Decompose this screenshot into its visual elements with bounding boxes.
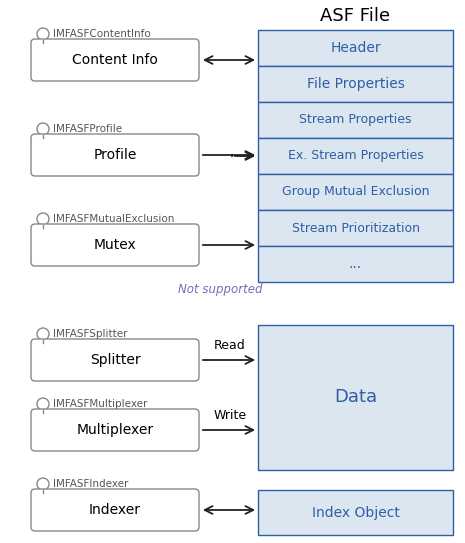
FancyBboxPatch shape	[31, 409, 199, 451]
FancyBboxPatch shape	[31, 134, 199, 176]
Text: Ex. Stream Properties: Ex. Stream Properties	[288, 149, 423, 162]
FancyBboxPatch shape	[258, 174, 453, 210]
FancyBboxPatch shape	[258, 102, 453, 138]
Text: IMFASFMultiplexer: IMFASFMultiplexer	[53, 399, 147, 409]
Text: Not supported: Not supported	[178, 283, 262, 296]
Text: IMFASFMutualExclusion: IMFASFMutualExclusion	[53, 214, 174, 224]
Text: IMFASFSplitter: IMFASFSplitter	[53, 329, 127, 339]
FancyBboxPatch shape	[31, 224, 199, 266]
Text: Stream Properties: Stream Properties	[299, 113, 412, 127]
FancyBboxPatch shape	[258, 210, 453, 246]
FancyBboxPatch shape	[258, 490, 453, 535]
FancyBboxPatch shape	[31, 339, 199, 381]
Text: Content Info: Content Info	[72, 53, 158, 67]
Text: Splitter: Splitter	[90, 353, 140, 367]
FancyBboxPatch shape	[31, 489, 199, 531]
Text: ...: ...	[349, 257, 362, 271]
Text: IMFASFIndexer: IMFASFIndexer	[53, 479, 128, 489]
FancyBboxPatch shape	[258, 30, 453, 66]
Text: Write: Write	[213, 409, 246, 422]
Text: IMFASFContentInfo: IMFASFContentInfo	[53, 29, 151, 39]
Text: Data: Data	[334, 388, 377, 407]
FancyBboxPatch shape	[31, 39, 199, 81]
Text: Group Mutual Exclusion: Group Mutual Exclusion	[282, 186, 429, 199]
Text: Read: Read	[214, 339, 246, 352]
FancyBboxPatch shape	[258, 66, 453, 102]
Text: Profile: Profile	[93, 148, 137, 162]
Text: Index Object: Index Object	[312, 506, 399, 520]
Text: Mutex: Mutex	[93, 238, 136, 252]
Text: Indexer: Indexer	[89, 503, 141, 517]
FancyBboxPatch shape	[258, 246, 453, 282]
Text: Header: Header	[330, 41, 381, 55]
Text: File Properties: File Properties	[306, 77, 405, 91]
Text: Multiplexer: Multiplexer	[76, 423, 153, 437]
FancyBboxPatch shape	[258, 138, 453, 174]
FancyBboxPatch shape	[258, 325, 453, 470]
Text: IMFASFProfile: IMFASFProfile	[53, 124, 122, 134]
Text: ASF File: ASF File	[320, 7, 391, 25]
Text: Stream Prioritization: Stream Prioritization	[292, 222, 419, 235]
